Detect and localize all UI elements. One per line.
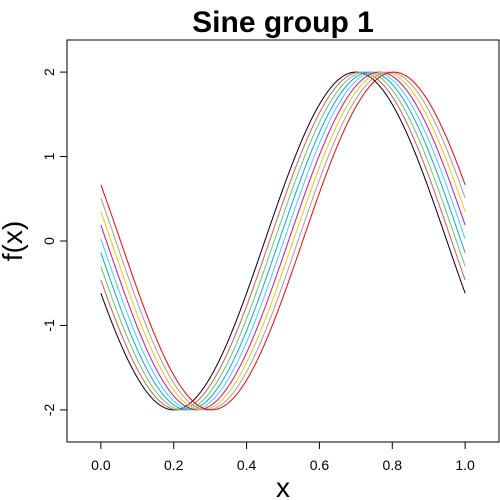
chart-title: Sine group 1 xyxy=(192,6,374,39)
series-line-5 xyxy=(100,71,466,411)
x-tick-label: 0.0 xyxy=(91,457,111,473)
series-line-4 xyxy=(100,71,466,411)
x-tick-label: 0.4 xyxy=(237,457,257,473)
series-line-8 xyxy=(100,71,466,411)
series-line-9 xyxy=(100,71,466,411)
y-tick-label: 1 xyxy=(41,152,57,160)
y-axis: -2 -1 0 1 2 xyxy=(41,68,68,416)
y-tick-label: 0 xyxy=(41,237,57,245)
x-tick-label: 1.0 xyxy=(455,457,475,473)
y-tick-label: -1 xyxy=(41,319,57,332)
x-tick-label: 0.2 xyxy=(164,457,184,473)
series-line-2 xyxy=(100,71,466,411)
y-axis-label: f(x) xyxy=(0,221,28,261)
series-line-6 xyxy=(100,71,466,411)
series-line-3 xyxy=(100,71,466,411)
y-tick-label: 2 xyxy=(41,68,57,76)
series-line-1 xyxy=(100,71,466,411)
plot-frame xyxy=(66,39,500,443)
y-tick-label: -2 xyxy=(41,403,57,416)
x-axis: 0.0 0.2 0.4 0.6 0.8 1.0 xyxy=(91,441,475,473)
x-tick-label: 0.8 xyxy=(383,457,403,473)
x-axis-label: x xyxy=(276,472,290,500)
series-line-7 xyxy=(100,71,466,411)
x-tick-label: 0.6 xyxy=(310,457,330,473)
series-group xyxy=(100,71,466,411)
